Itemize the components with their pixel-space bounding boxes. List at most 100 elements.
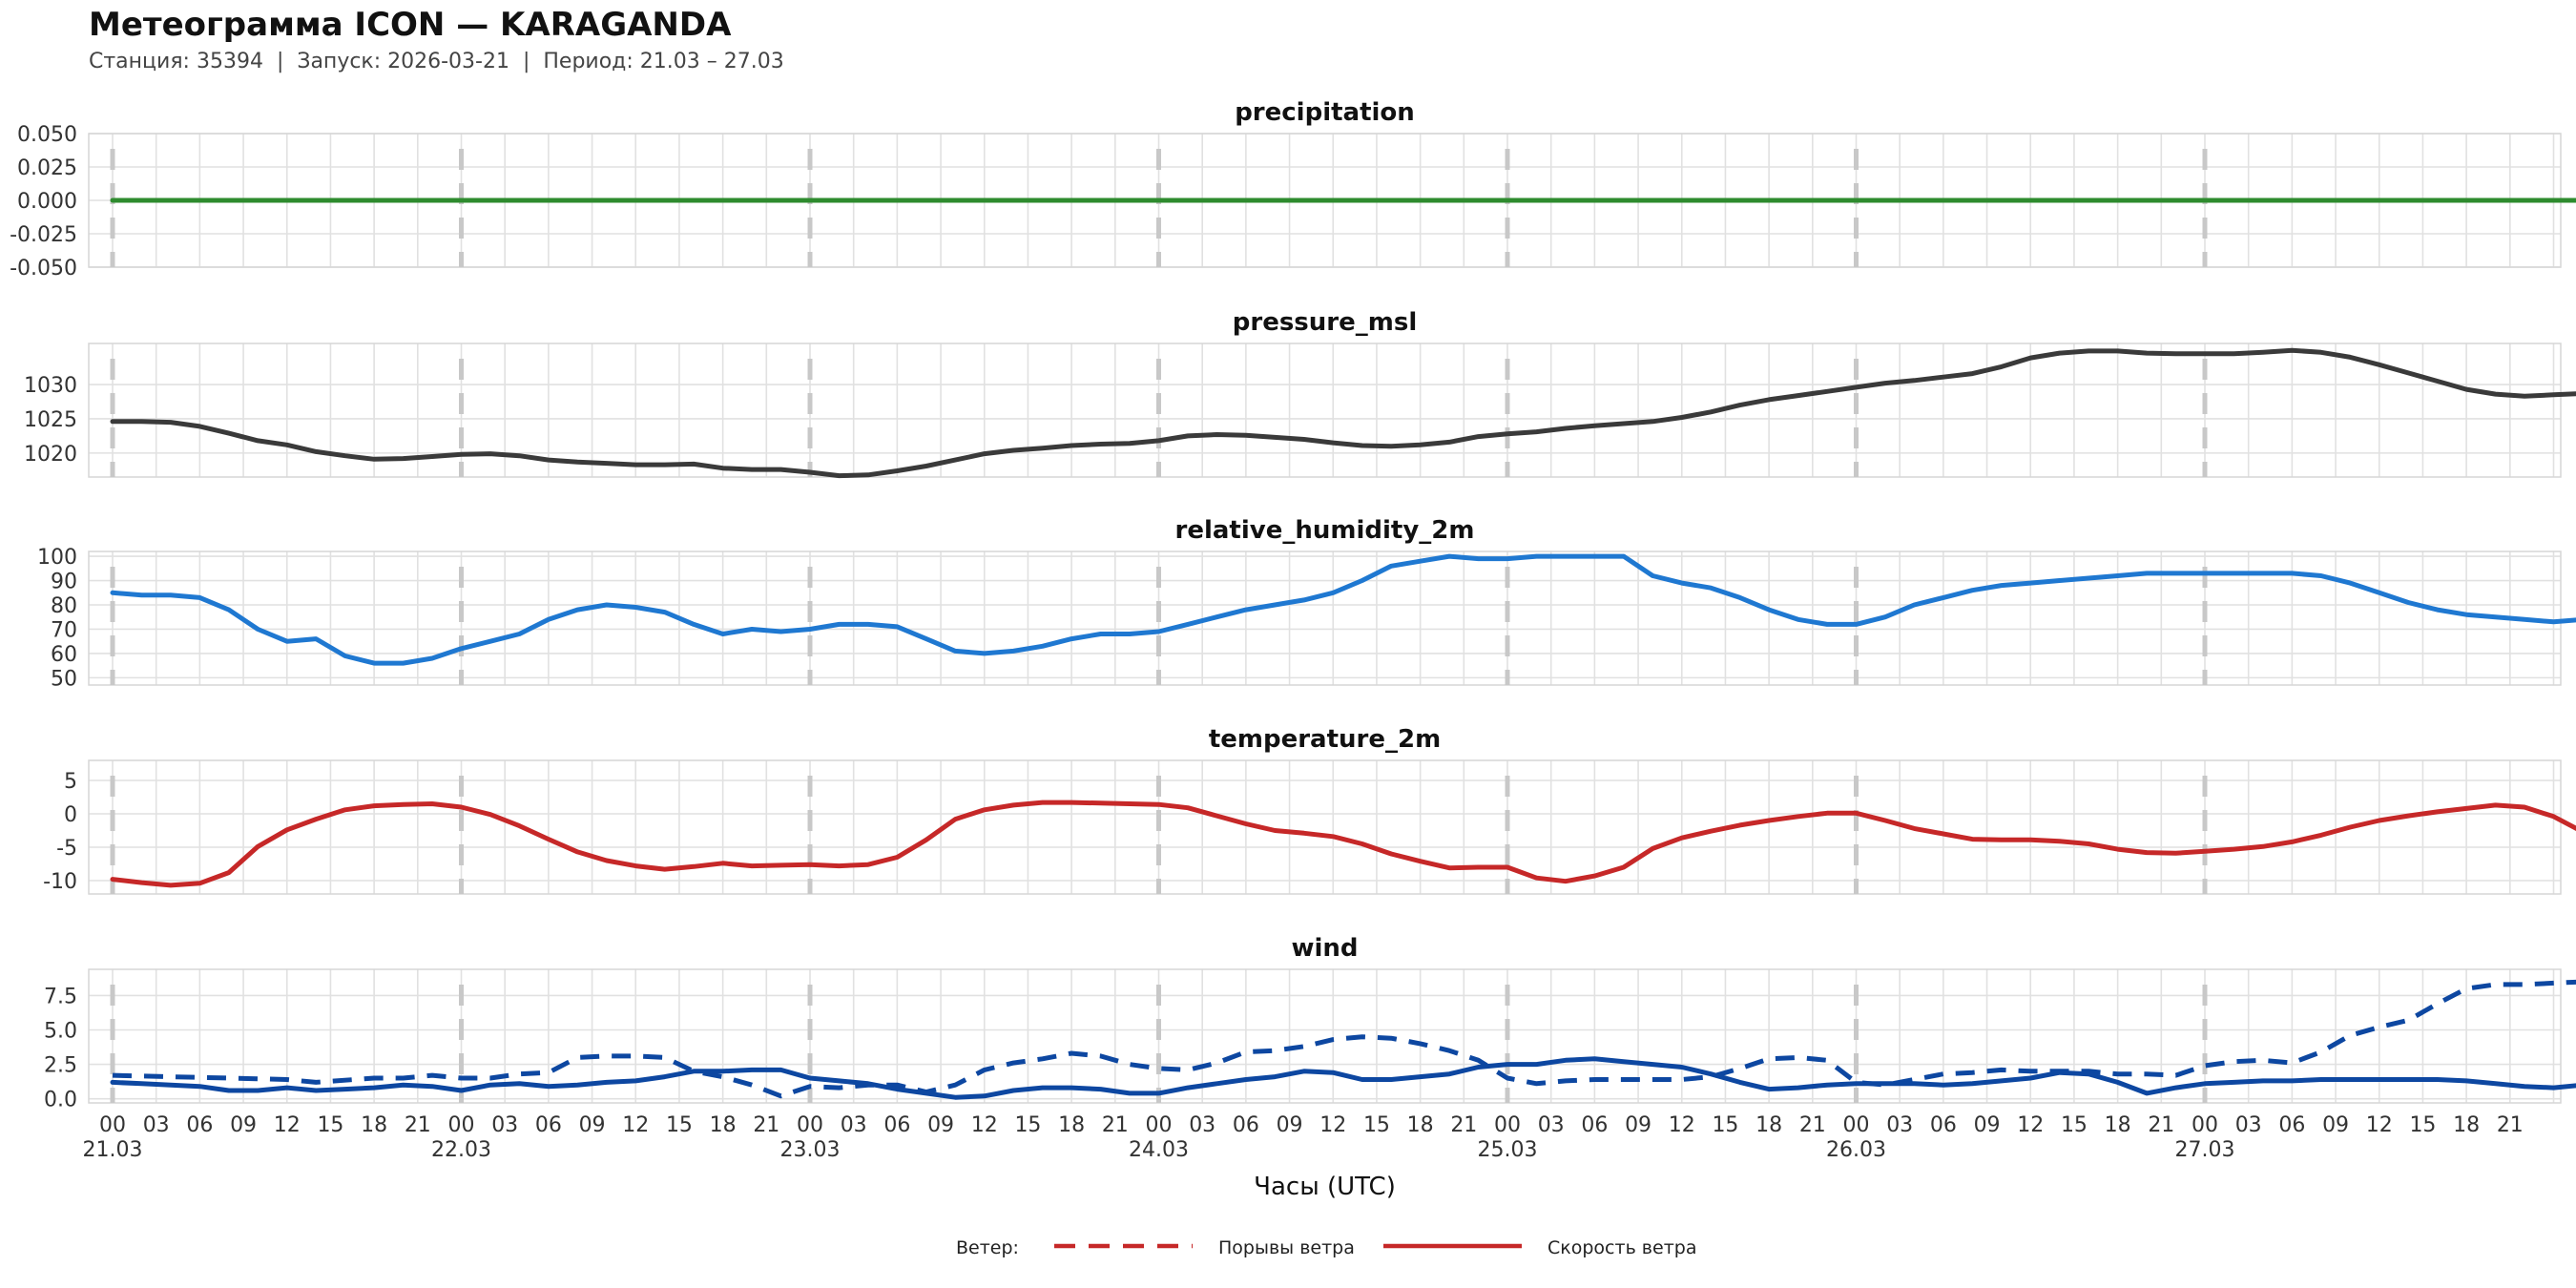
run-label: Запуск: 2026-03-21 — [297, 50, 509, 73]
x-tick-label: 18 — [1407, 1113, 1434, 1137]
x-tick-label: 00 — [1843, 1113, 1870, 1137]
legend-item-label: Скорость ветра — [1548, 1237, 1696, 1258]
y-tick-label: 0.050 — [17, 123, 77, 147]
x-tick-label: 03 — [1189, 1113, 1215, 1137]
x-tick-label: 12 — [622, 1113, 649, 1137]
x-tick-label: 21 — [2148, 1113, 2174, 1137]
x-tick-label: 21 — [753, 1113, 779, 1137]
x-tick-label: 06 — [2278, 1113, 2305, 1137]
x-tick-label: 03 — [143, 1113, 170, 1137]
y-tick-label: 100 — [37, 546, 77, 570]
x-tick-label: 15 — [1014, 1113, 1041, 1137]
day-label: 22.03 — [431, 1138, 491, 1162]
x-tick-label: 06 — [1581, 1113, 1608, 1137]
x-tick-label: 06 — [1233, 1113, 1259, 1137]
x-tick-label: 18 — [1755, 1113, 1782, 1137]
x-tick-label: 12 — [2366, 1113, 2393, 1137]
y-tick-label: 5 — [64, 770, 77, 794]
y-tick-label: 5.0 — [44, 1020, 77, 1044]
panel-title: precipitation — [1235, 98, 1415, 127]
y-tick-label: 60 — [51, 643, 77, 667]
legend-item-label: Порывы ветра — [1218, 1237, 1355, 1258]
y-tick-label: 50 — [51, 667, 77, 691]
y-tick-label: 1025 — [24, 408, 77, 432]
x-tick-label: 03 — [2235, 1113, 2262, 1137]
x-axis-title: Часы (UTC) — [1254, 1173, 1396, 1201]
x-tick-label: 12 — [2017, 1113, 2044, 1137]
panel-frame — [88, 551, 2562, 686]
panel-title: wind — [1291, 934, 1358, 963]
x-tick-label: 21 — [405, 1113, 431, 1137]
x-tick-label: 12 — [1669, 1113, 1695, 1137]
x-tick-label: 03 — [841, 1113, 867, 1137]
legend-title: Ветер: — [956, 1237, 1019, 1258]
y-tick-label: 70 — [51, 618, 77, 642]
x-tick-label: 06 — [883, 1113, 910, 1137]
y-tick-label: -10 — [43, 870, 77, 894]
x-tick-label: 15 — [1363, 1113, 1390, 1137]
x-tick-label: 15 — [2061, 1113, 2088, 1137]
x-tick-label: 21 — [1799, 1113, 1826, 1137]
y-tick-label: 0 — [64, 803, 77, 827]
x-tick-label: 18 — [2453, 1113, 2480, 1137]
y-tick-label: -0.050 — [10, 257, 77, 280]
panel-frame — [88, 759, 2562, 895]
day-label: 26.03 — [1826, 1138, 1886, 1162]
x-tick-label: 21 — [2497, 1113, 2524, 1137]
x-tick-label: 12 — [971, 1113, 998, 1137]
x-tick-label: 03 — [1538, 1113, 1565, 1137]
x-tick-label: 00 — [1494, 1113, 1521, 1137]
panel-frame — [88, 968, 2562, 1104]
period-label: Период: 21.03 – 27.03 — [543, 50, 784, 73]
series-line — [110, 553, 2576, 666]
x-tick-label: 06 — [1930, 1113, 1957, 1137]
y-tick-label: 80 — [51, 594, 77, 618]
x-tick-label: 03 — [491, 1113, 518, 1137]
x-tick-label: 09 — [230, 1113, 257, 1137]
y-tick-label: 0.000 — [17, 190, 77, 214]
x-tick-label: 09 — [927, 1113, 954, 1137]
x-tick-label: 15 — [666, 1113, 693, 1137]
x-tick-label: 00 — [99, 1113, 126, 1137]
x-tick-label: 15 — [2409, 1113, 2436, 1137]
x-tick-label: 09 — [1974, 1113, 2001, 1137]
x-tick-label: 06 — [535, 1113, 562, 1137]
panel-title: pressure_msl — [1233, 308, 1417, 337]
y-tick-label: 90 — [51, 571, 77, 594]
x-tick-label: 21 — [1450, 1113, 1477, 1137]
x-tick-label: 15 — [1712, 1113, 1738, 1137]
x-tick-label: 21 — [1102, 1113, 1129, 1137]
y-tick-label: -5 — [56, 837, 77, 861]
x-tick-label: 00 — [448, 1113, 475, 1137]
x-tick-label: 09 — [579, 1113, 606, 1137]
wind-gust-line — [112, 979, 2576, 1099]
x-tick-label: 09 — [1277, 1113, 1303, 1137]
x-tick-label: 18 — [361, 1113, 387, 1137]
x-tick-label: 09 — [1625, 1113, 1652, 1137]
y-tick-label: 2.5 — [44, 1054, 77, 1078]
x-tick-label: 03 — [1886, 1113, 1913, 1137]
x-tick-label: 15 — [317, 1113, 343, 1137]
station-label: Станция: 35394 — [89, 50, 263, 73]
x-tick-label: 06 — [186, 1113, 213, 1137]
x-tick-label: 18 — [2105, 1113, 2131, 1137]
x-tick-label: 00 — [1146, 1113, 1173, 1137]
day-label: 21.03 — [83, 1138, 143, 1162]
day-label: 23.03 — [780, 1138, 841, 1162]
day-label: 25.03 — [1478, 1138, 1538, 1162]
x-tick-label: 09 — [2322, 1113, 2349, 1137]
x-tick-label: 12 — [1319, 1113, 1346, 1137]
x-tick-label: 18 — [710, 1113, 737, 1137]
panel-frame — [88, 343, 2562, 478]
series-line — [110, 800, 2576, 888]
x-tick-label: 00 — [797, 1113, 823, 1137]
day-label: 24.03 — [1129, 1138, 1189, 1162]
y-tick-label: 0.025 — [17, 156, 77, 180]
x-tick-label: 12 — [274, 1113, 301, 1137]
y-tick-label: 1020 — [24, 443, 77, 467]
x-tick-label: 00 — [2192, 1113, 2218, 1137]
y-tick-label: 0.0 — [44, 1089, 77, 1112]
y-tick-label: 1030 — [24, 374, 77, 398]
series-line — [110, 1056, 2576, 1100]
